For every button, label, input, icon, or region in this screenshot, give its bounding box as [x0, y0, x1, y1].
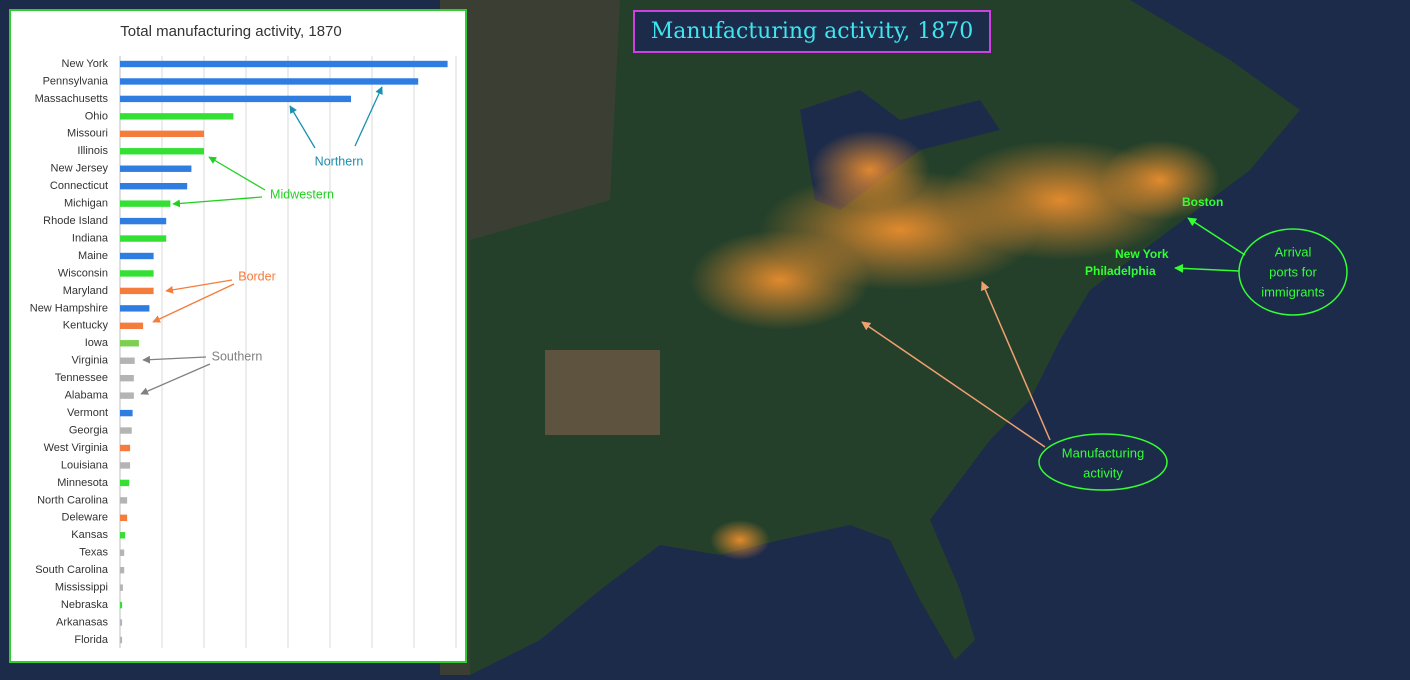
bar	[120, 427, 132, 434]
callout-ellipse	[1038, 433, 1168, 491]
bar	[120, 601, 123, 609]
y-tick-label: Tennessee	[55, 372, 108, 384]
y-tick-label: Nebraska	[61, 599, 109, 611]
arrow	[861, 321, 1046, 448]
bar	[120, 217, 167, 225]
bar	[120, 287, 154, 295]
bar	[120, 340, 139, 347]
y-tick-label: Iowa	[85, 337, 109, 349]
bar	[120, 60, 448, 68]
chart-panel	[9, 9, 467, 663]
bar	[120, 532, 126, 539]
y-tick-label: Florida	[74, 634, 109, 646]
y-tick-label: Maine	[78, 250, 108, 262]
y-tick-label: New Jersey	[51, 163, 109, 175]
bar	[120, 165, 192, 172]
annotation: Midwestern	[270, 187, 334, 201]
bar	[120, 130, 204, 138]
callout-text: Arrival	[1275, 244, 1312, 259]
arrow	[1187, 217, 1246, 256]
bar	[120, 636, 123, 644]
y-tick-label: West Virginia	[44, 442, 109, 454]
callout-text: activity	[1083, 465, 1123, 480]
annotation-arrows	[140, 86, 383, 395]
bar	[120, 374, 134, 382]
y-tick-label: Maryland	[63, 285, 108, 297]
bar-chart: New York Pennsylvania Massachusetts Ohio Mis…	[30, 56, 457, 648]
y-tick-label: Ohio	[85, 110, 108, 122]
y-tick-label: Indiana	[72, 232, 109, 244]
callout-text: immigrants	[1261, 284, 1325, 299]
bar	[120, 78, 419, 85]
callout-text: ports for	[1269, 264, 1317, 279]
city-label: New York	[1115, 247, 1169, 261]
y-tick-label: Louisiana	[61, 459, 109, 471]
y-tick-label: Texas	[79, 547, 108, 559]
y-tick-label: Georgia	[69, 424, 109, 436]
bar	[120, 95, 351, 103]
y-tick-label: North Carolina	[37, 494, 109, 506]
bar	[120, 497, 128, 504]
y-tick-label: Vermont	[67, 407, 108, 419]
bar	[120, 392, 134, 399]
city-label: Boston	[1182, 195, 1223, 209]
callout-text: Manufacturing	[1062, 445, 1144, 460]
activity-glow	[690, 130, 1220, 560]
bar	[120, 462, 131, 469]
bar	[120, 619, 123, 626]
bar	[120, 566, 125, 574]
bar	[120, 252, 154, 260]
bar	[120, 479, 130, 487]
y-tick-label: Alabama	[65, 390, 109, 402]
bar	[120, 113, 234, 120]
y-tick-label: Illinois	[77, 145, 108, 157]
chart-title: Total manufacturing activity, 1870	[120, 23, 342, 40]
bar	[120, 357, 135, 364]
y-tick-label: Mississippi	[55, 582, 108, 594]
map-title-box	[633, 10, 991, 53]
bar	[120, 270, 154, 277]
y-tick-label: Arkanasas	[56, 616, 108, 628]
bar	[120, 182, 188, 190]
y-tick-label: Kansas	[71, 529, 108, 541]
bar	[120, 148, 204, 155]
bar	[120, 305, 150, 312]
annotation: Southern	[212, 349, 263, 363]
y-tick-label: Virginia	[72, 355, 109, 367]
y-tick-label: Michigan	[64, 198, 108, 210]
y-tick-label: Connecticut	[50, 180, 108, 192]
y-tick-label: Massachusetts	[35, 93, 109, 105]
arrow	[1174, 263, 1240, 273]
y-tick-label: New York	[62, 58, 109, 70]
y-tick-label: Missouri	[67, 128, 108, 140]
y-tick-label: New Hampshire	[30, 302, 108, 314]
bar	[120, 322, 144, 330]
y-tick-label: Deleware	[62, 512, 108, 524]
y-tick-label: South Carolina	[35, 564, 109, 576]
city-label: Philadelphia	[1085, 264, 1156, 278]
bar	[120, 444, 131, 452]
map-title: Manufacturing activity, 1870	[651, 19, 973, 44]
bar	[120, 514, 128, 522]
callout-ellipse	[1238, 228, 1348, 316]
y-tick-label: Rhode Island	[43, 215, 108, 227]
arrow	[981, 281, 1051, 441]
y-tick-label: Kentucky	[63, 320, 109, 332]
territory	[545, 350, 660, 435]
bar	[120, 584, 123, 591]
annotation: Border	[238, 269, 276, 283]
y-tick-label: Minnesota	[57, 477, 109, 489]
y-tick-label: Wisconsin	[58, 267, 108, 279]
annotation: Northern	[315, 154, 364, 168]
y-tick-label: Pennsylvania	[43, 75, 109, 87]
bar	[120, 235, 167, 242]
bar	[120, 549, 125, 556]
bar	[120, 409, 133, 417]
land-west	[440, 0, 620, 675]
bar	[120, 200, 171, 207]
